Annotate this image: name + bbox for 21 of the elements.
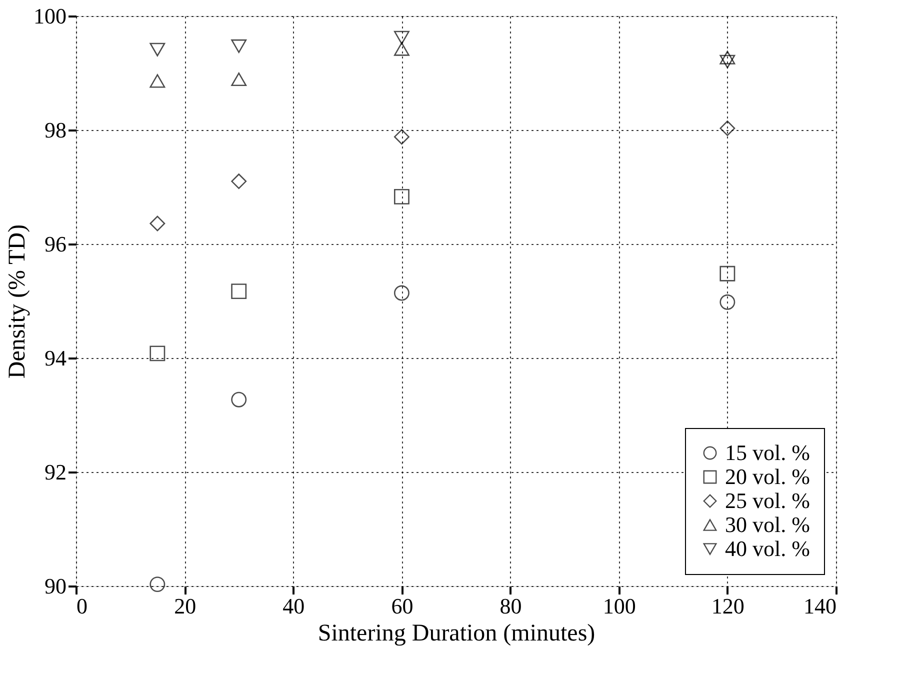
y-tick-label: 92 <box>44 460 66 484</box>
legend-label: 40 vol. % <box>725 536 810 561</box>
x-tick-label: 120 <box>711 594 744 618</box>
x-tick-label: 60 <box>391 594 414 618</box>
y-tick-label: 94 <box>44 346 66 370</box>
legend-label: 15 vol. % <box>725 440 810 465</box>
y-tick-label: 100 <box>34 4 66 28</box>
legend-label: 25 vol. % <box>725 488 810 513</box>
y-axis-title: Density (% TD) <box>4 224 30 379</box>
y-tick-label: 96 <box>44 232 66 256</box>
legend-label: 30 vol. % <box>725 512 810 537</box>
y-tick-label: 98 <box>44 118 66 142</box>
x-tick-label: 40 <box>282 594 305 618</box>
x-tick-label: 140 <box>804 594 836 618</box>
x-axis-title: Sintering Duration (minutes) <box>318 620 596 646</box>
x-tick-label: 100 <box>602 594 636 618</box>
x-tick-label: 80 <box>500 594 522 618</box>
x-tick-label: 20 <box>174 594 196 618</box>
y-tick-label: 90 <box>44 574 66 598</box>
x-tick-label: 0 <box>76 594 88 618</box>
legend-label: 20 vol. % <box>725 464 810 489</box>
